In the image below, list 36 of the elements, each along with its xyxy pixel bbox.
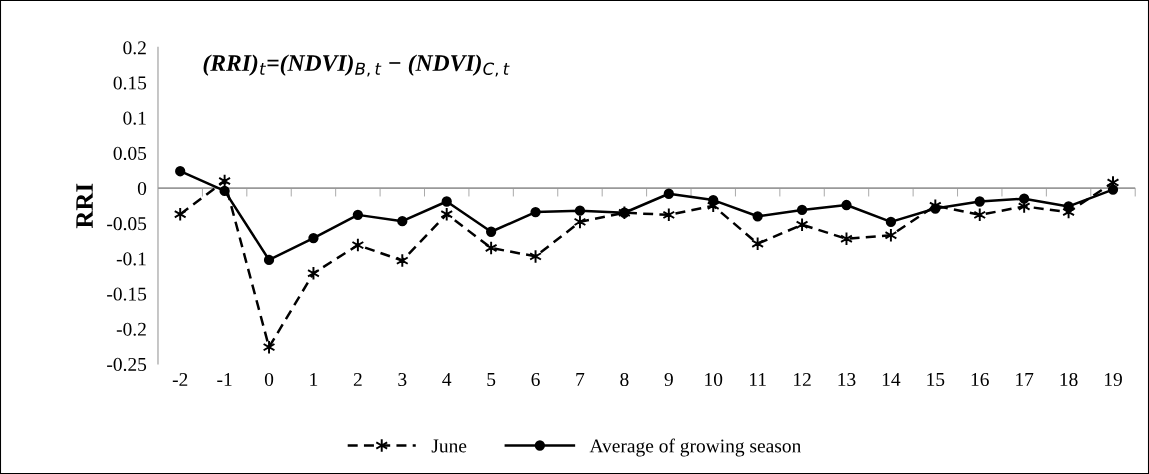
x-tick-label: -1 (217, 373, 232, 386)
x-tick-label: 12 (794, 372, 811, 386)
x-tick-label: 3 (398, 372, 407, 387)
y-tick-label: -0.15 (107, 287, 147, 301)
x-tick-label: 2 (353, 372, 362, 386)
x-tick-label: 17 (1016, 373, 1034, 386)
x-tick-label: -2 (172, 372, 188, 386)
x-tick-label: 19 (1104, 372, 1122, 387)
y-tick-label: 0.1 (123, 111, 146, 125)
x-tick-label: 10 (705, 372, 723, 387)
x-tick-label: 6 (531, 372, 540, 387)
x-tick-label: 14 (882, 373, 901, 386)
x-tick-label: 13 (838, 372, 856, 387)
x-tick-label: 9 (664, 372, 673, 387)
y-tick-label: -0.05 (107, 217, 147, 231)
y-tick-label: 0.2 (123, 41, 146, 55)
legend-label: June (431, 439, 467, 453)
y-tick-label: -0.25 (107, 357, 147, 372)
x-tick-label: 4 (442, 373, 452, 386)
x-tick-label: 5 (487, 373, 496, 387)
y-tick-label: -0.2 (116, 322, 146, 336)
x-tick-label: 11 (750, 373, 766, 386)
x-tick-label: 8 (620, 372, 629, 387)
x-tick-label: 1 (310, 373, 318, 386)
legend-label: Average of growing season (589, 438, 801, 457)
y-tick-label: 0 (137, 181, 147, 196)
x-tick-label: 16 (971, 372, 989, 387)
x-tick-label: 15 (927, 373, 945, 387)
y-axis-title: RRI (76, 183, 93, 229)
y-tick-label: 0.15 (113, 76, 147, 90)
x-tick-label: 0 (264, 372, 274, 387)
x-tick-label: 18 (1060, 372, 1078, 387)
y-tick-label: 0.05 (113, 146, 147, 160)
y-tick-label: -0.1 (116, 252, 146, 266)
x-tick-label: 7 (576, 373, 585, 386)
annotation: (RRI)$_{t}$=(NDVI)$_{B,t}$ − (NDVI)$_{C,t}$ (203, 54, 510, 77)
